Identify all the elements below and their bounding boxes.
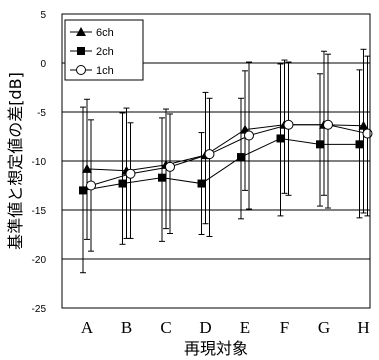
x-category-label: C: [160, 318, 171, 337]
legend-label: 6ch: [96, 27, 114, 39]
series-markers: [79, 119, 373, 195]
circle-marker: [362, 128, 373, 139]
y-tick-label: -5: [37, 108, 46, 119]
triangle-marker: [82, 163, 92, 173]
square-marker: [237, 153, 245, 162]
y-tick-label: -25: [32, 304, 47, 315]
circle-marker: [323, 119, 333, 130]
triangle-marker: [358, 120, 369, 130]
x-category-label: G: [318, 318, 330, 337]
x-category-labels: A B C D E F G H: [81, 318, 370, 337]
y-tick-label: -10: [32, 157, 47, 168]
x-category-label: B: [121, 318, 132, 337]
x-category-label: H: [357, 318, 369, 337]
square-marker: [316, 140, 324, 149]
circle-marker: [125, 168, 136, 179]
x-category-label: A: [81, 318, 94, 337]
y-tick-label: 5: [40, 10, 46, 21]
square-marker: [355, 140, 364, 149]
x-category-label: D: [199, 318, 211, 337]
x-category-label: E: [240, 318, 250, 337]
x-axis-label: 再現対象: [184, 339, 248, 358]
legend-label: 1ch: [96, 65, 114, 77]
triangle-marker: [76, 27, 86, 36]
square-marker: [118, 179, 127, 188]
y-axis-label: 基準値と想定値の差[dB]: [6, 72, 25, 250]
square-marker: [158, 173, 166, 182]
y-tick-labels: 5 0 -5 -10 -15 -20 -25: [32, 10, 47, 315]
y-tick-label: -15: [32, 206, 47, 217]
square-marker: [276, 134, 285, 143]
square-marker: [79, 186, 87, 195]
grid-lines: [62, 62, 370, 260]
square-marker: [77, 47, 85, 55]
circle-marker: [283, 119, 294, 130]
plot-frame: [61, 13, 371, 309]
circle-marker: [244, 130, 254, 141]
circle-marker: [76, 65, 86, 75]
legend: 6ch 2ch 1ch: [64, 19, 144, 81]
legend-label: 2ch: [96, 46, 114, 58]
x-category-label: F: [280, 318, 289, 337]
circle-marker: [86, 180, 96, 191]
circle-marker: [165, 161, 175, 172]
circle-marker: [204, 149, 215, 160]
y-tick-label: 0: [40, 59, 46, 70]
square-marker: [197, 179, 206, 188]
series-line-2ch: [82, 137, 360, 191]
y-tick-label: -20: [32, 255, 47, 266]
